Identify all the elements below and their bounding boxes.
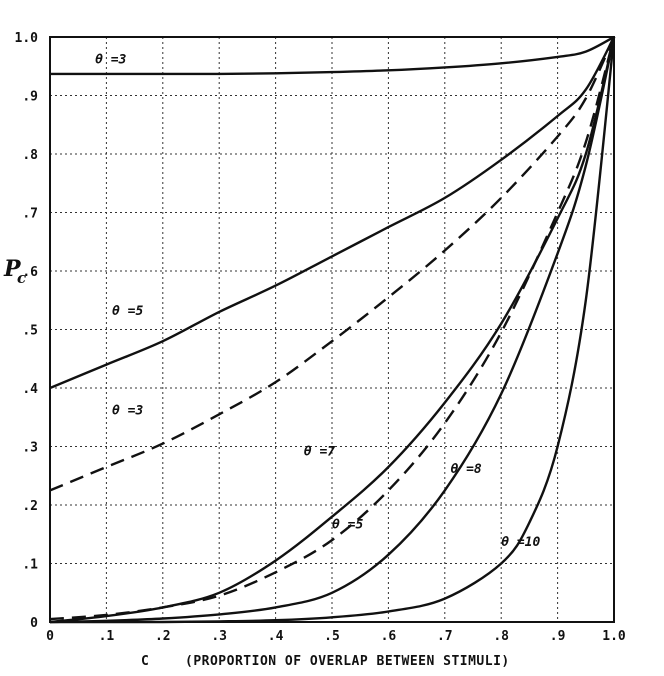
series-line-6 [49,36,616,624]
y-tick-label: .4 [22,382,38,397]
x-tick-labels: 0 .1 .2 .3 .4 .5 .6 .7 .8 .9 1.0 [46,629,626,644]
x-axis-title: (PROPORTION OF OVERLAP BETWEEN STIMULI) [185,654,510,669]
y-axis-title-subscript: c [17,269,26,287]
series-label-4: θ =7 [304,444,335,459]
series-label-6: θ =8 [450,462,481,477]
series-label-5: θ =5 [332,517,363,532]
x-tick-label: .1 [99,629,115,644]
y-tick-label: 0 [30,616,38,631]
series-label-2: θ =5 [112,304,143,319]
x-tick-label: 0 [46,629,54,644]
y-tick-label: .6 [22,265,38,280]
x-tick-label: .6 [381,629,397,644]
y-tick-label: .5 [22,324,38,339]
y-tick-label: .1 [22,558,38,573]
series-line-7 [50,36,616,624]
x-tick-label: .4 [268,629,284,644]
x-tick-label: .5 [324,629,340,644]
series-label-3: θ =3 [112,403,143,418]
grid [50,37,614,622]
series-label-1: θ =3 [95,52,126,67]
series-line-2 [49,36,616,390]
y-tick-label: .8 [22,148,38,163]
x-tick-label: .3 [211,629,227,644]
y-tick-label: .9 [22,90,38,105]
y-tick-label: .7 [22,207,38,222]
y-tick-label: 1.0 [15,31,39,46]
x-tick-label: .9 [550,629,566,644]
x-tick-label: .2 [155,629,171,644]
series-label-7: θ =10 [501,535,540,550]
plot-frame [49,36,615,623]
y-axis-title: P [3,256,22,282]
y-tick-labels: 0 .1 .2 .3 .4 .5 .6 .7 .8 .9 1.0 [15,31,39,631]
curves [49,35,616,624]
y-tick-label: .3 [22,441,38,456]
x-tick-label: .8 [493,629,509,644]
series-line-5 [49,36,616,621]
curve-labels: θ =3 θ =5 θ =3 θ =7 θ =5 θ =8 θ =10 [95,52,540,550]
x-axis-letter: C [141,654,149,669]
series-line-3 [49,36,616,492]
series-line-1 [50,35,615,76]
x-tick-label: 1.0 [602,629,626,644]
x-tick-label: .7 [437,629,453,644]
y-tick-label: .2 [22,499,38,514]
